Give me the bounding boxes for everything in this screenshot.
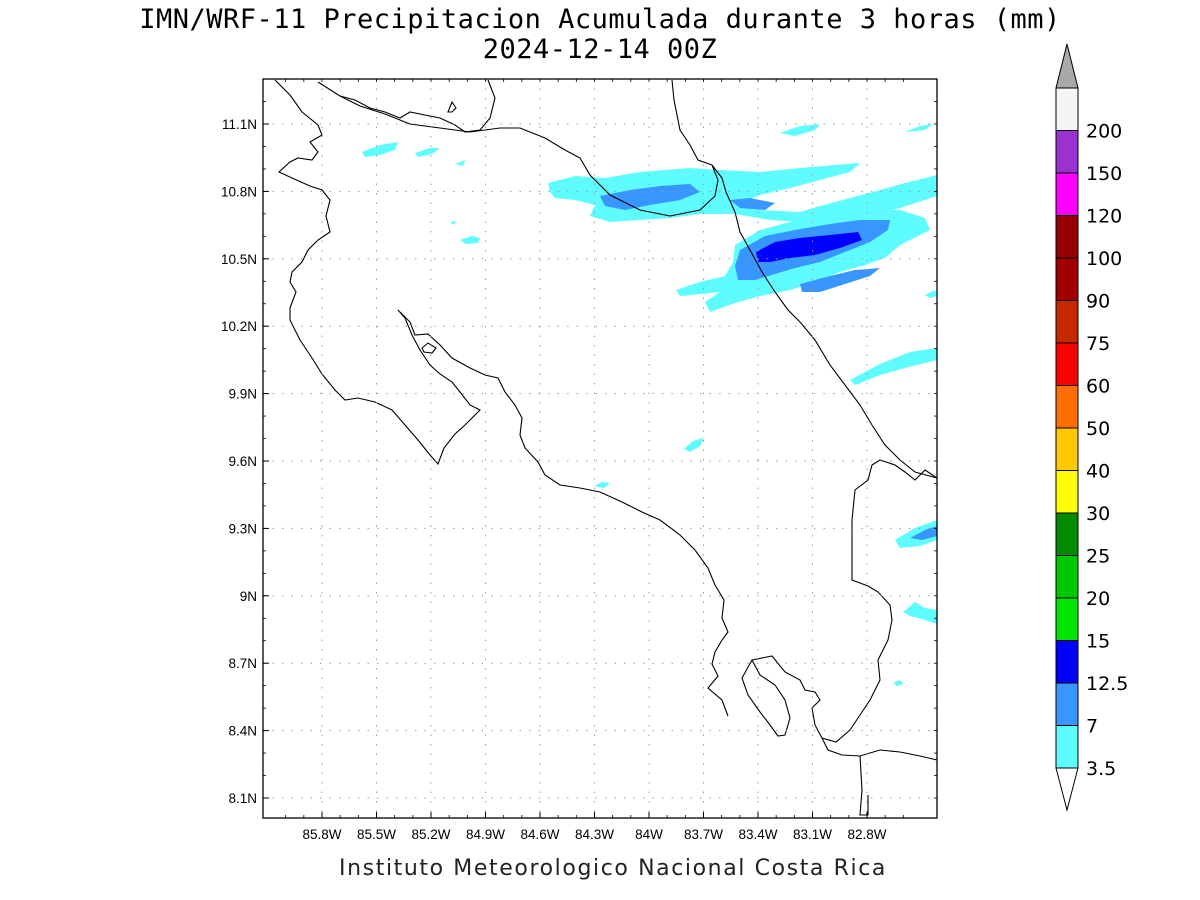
lat-tick-label: 9.6N [228,454,257,469]
precip-area [780,124,820,136]
colorbar-label: 75 [1086,333,1110,355]
colorbar-label: 3.5 [1086,758,1116,780]
colorbar-label: 60 [1086,376,1110,398]
lake-island-nicaragua [447,100,457,113]
colorbar-swatch [1055,87,1079,131]
precip-area [800,268,880,292]
colorbar-swatch [1055,427,1079,471]
lat-tick-label: 8.4N [228,724,257,739]
colorbar-swatch [1055,597,1079,641]
precip-area [903,602,937,624]
lon-tick-label: 84.6W [520,827,559,842]
colorbar-swatch [1055,172,1079,216]
lon-tick-label: 85.2W [411,827,450,842]
precipitation-colorbar: 3.5 7 12.5 15 20 25 30 40 50 60 75 90 100 120 150 200 [1055,43,1128,812]
colorbar-label: 30 [1086,503,1110,525]
lat-tick-label: 10.2N [221,319,257,334]
lon-tick-label: 85.8W [302,827,341,842]
precip-area [850,348,937,385]
colorbar-label: 120 [1086,206,1122,228]
nicaragua-coast-north [671,79,713,166]
lat-tick-label: 8.7N [228,656,257,671]
precip-area [684,438,704,452]
nicaragua-border [317,81,938,479]
lon-tick-label: 82.8W [847,827,886,842]
lon-tick-label: 83.4W [738,827,777,842]
precip-area [600,184,700,210]
gulf-of-nicoya-coast [399,311,729,717]
lon-tick-label: 84.3W [575,827,614,842]
precip-area [460,236,480,244]
colorbar-swatch [1055,342,1079,386]
precip-area [895,520,937,548]
precip-area [362,142,398,157]
southern-coast [821,737,938,761]
lat-tick-label: 10.8N [221,184,257,199]
axis-ticks: 85.8W 85.5W 85.2W 84.9W 84.6W 84.3W 84W 83.7W 83… [221,78,937,842]
pacific-coastline-north [274,79,481,466]
precip-area [594,482,610,488]
colorbar-label: 40 [1086,461,1110,483]
colorbar-label: 200 [1086,121,1122,143]
lat-tick-label: 9.3N [228,521,257,536]
precip-area [730,198,775,210]
lon-tick-label: 84.9W [466,827,505,842]
map-title: IMN/WRF-11 Precipitacion Acumulada duran… [139,4,1061,35]
precip-area [756,232,862,262]
map-border [262,78,938,819]
osa-peninsula [751,459,938,743]
colorbar-swatch [1055,300,1079,344]
colorbar-swatch [1055,512,1079,556]
precip-area [925,290,937,298]
colorbar-swatch [1055,470,1079,514]
lat-tick-label: 10.5N [221,252,257,267]
lat-tick-label: 9.9N [228,387,257,402]
colorbar-swatch [1055,640,1079,684]
colorbar-label: 50 [1086,418,1110,440]
burica-point [859,755,869,816]
colorbar-label: 150 [1086,163,1122,185]
precip-area [415,148,440,157]
colorbar-label: 25 [1086,546,1110,568]
colorbar-swatch [1055,682,1079,726]
colorbar-swatch [1055,725,1079,769]
map-subtitle: 2024-12-14 00Z [482,34,718,65]
osa-inner [741,658,791,737]
lon-tick-label: 84W [635,827,663,842]
lon-tick-label: 83.7W [684,827,723,842]
colorbar-swatch [1055,130,1079,174]
colorbar-swatch [1055,385,1079,429]
lat-tick-label: 8.1N [228,791,257,806]
precip-area [455,160,465,166]
colorbar-swatch [1055,555,1079,599]
colorbar-label: 100 [1086,248,1122,270]
coastlines-and-borders [274,79,938,816]
lake-island [421,342,437,354]
colorbar-label: 12.5 [1086,673,1128,695]
colorbar-min-arrow [1055,767,1079,812]
lon-tick-label: 83.1W [793,827,832,842]
institution-footer: Instituto Meteorologico Nacional Costa R… [339,856,887,881]
colorbar-label: 90 [1086,291,1110,313]
precip-area [910,526,937,540]
lat-tick-label: 11.1N [222,117,257,132]
precip-area [450,221,456,225]
precip-area [893,680,903,686]
lake-nicaragua-shore [339,79,496,133]
colorbar-label: 15 [1086,631,1110,653]
colorbar-swatch [1055,257,1079,301]
lat-tick-label: 9N [240,589,257,604]
map-frame [262,78,938,819]
colorbar-swatch [1055,215,1079,259]
colorbar-label: 20 [1086,588,1110,610]
precip-area [905,124,933,132]
colorbar-label: 7 [1086,716,1098,738]
lon-tick-label: 85.5W [357,827,396,842]
map-grid [263,79,937,818]
colorbar-max-arrow [1055,43,1079,89]
precip-area [548,163,937,222]
